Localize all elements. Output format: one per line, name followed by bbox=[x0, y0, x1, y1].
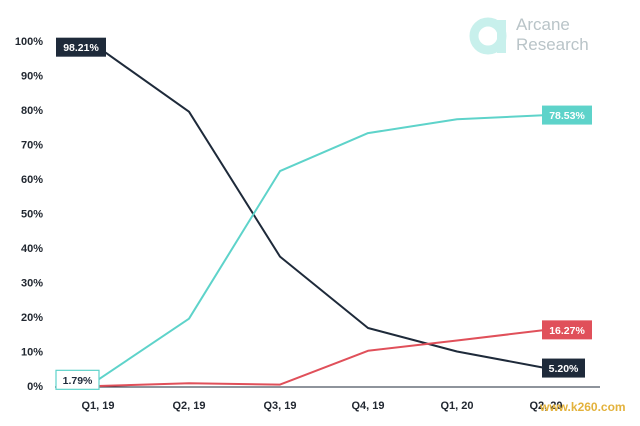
y-tick-label: 30% bbox=[21, 278, 43, 290]
y-tick-label: 70% bbox=[21, 140, 43, 152]
watermark: www.k260.com bbox=[539, 400, 626, 414]
logo-mark-stem bbox=[497, 20, 506, 53]
data-label-text: 16.27% bbox=[549, 325, 585, 337]
logo-line1: Arcane bbox=[516, 15, 570, 34]
x-tick-label: Q3, 19 bbox=[263, 400, 296, 412]
x-tick-label: Q4, 19 bbox=[351, 400, 384, 412]
y-tick-label: 20% bbox=[21, 312, 43, 324]
x-axis-ticks: Q1, 19 Q2, 19 Q3, 19 Q4, 19 Q1, 20 Q2, 20 bbox=[81, 400, 562, 412]
data-label-text: 98.21% bbox=[63, 42, 99, 54]
x-tick-label: Q2, 19 bbox=[172, 400, 205, 412]
series-line-1 bbox=[97, 46, 547, 370]
data-label-box: 78.53% bbox=[542, 105, 592, 125]
x-tick-label: Q2, 20 bbox=[529, 400, 562, 412]
arcane-logo: Arcane Research bbox=[469, 15, 589, 55]
data-label-bg bbox=[56, 37, 106, 57]
data-label-bg bbox=[542, 320, 592, 340]
y-axis-ticks: 0% 10% 20% 30% 40% 50% 60% 70% 80% 90% 100% bbox=[15, 36, 43, 393]
y-tick-label: 40% bbox=[21, 243, 43, 255]
logo-line2: Research bbox=[516, 35, 589, 54]
data-labels: 98.21% 5.20% 1.79% 78.53% 16.27% bbox=[55, 37, 592, 390]
data-label-bg bbox=[542, 105, 592, 125]
data-label-text: 78.53% bbox=[549, 110, 585, 122]
y-tick-label: 10% bbox=[21, 347, 43, 359]
data-label-text: 1.79% bbox=[63, 375, 93, 387]
x-tick-label: Q1, 19 bbox=[81, 400, 114, 412]
data-label-bg bbox=[542, 358, 585, 378]
y-tick-label: 50% bbox=[21, 209, 43, 221]
data-label-bg bbox=[55, 369, 100, 390]
y-tick-label: 60% bbox=[21, 174, 43, 186]
series-lines bbox=[97, 46, 547, 387]
data-label-box: 5.20% bbox=[542, 358, 585, 378]
data-label-box: 98.21% bbox=[56, 37, 106, 57]
y-tick-label: 80% bbox=[21, 105, 43, 117]
series-line-2 bbox=[97, 114, 547, 381]
series-line-3 bbox=[97, 328, 547, 387]
y-tick-label: 100% bbox=[15, 36, 43, 48]
data-label-box: 1.79% bbox=[55, 369, 100, 390]
data-label-text: 5.20% bbox=[549, 363, 579, 375]
y-tick-label: 90% bbox=[21, 71, 43, 83]
x-tick-label: Q1, 20 bbox=[440, 400, 473, 412]
y-tick-label: 0% bbox=[27, 381, 43, 393]
data-label-box: 16.27% bbox=[542, 320, 592, 340]
